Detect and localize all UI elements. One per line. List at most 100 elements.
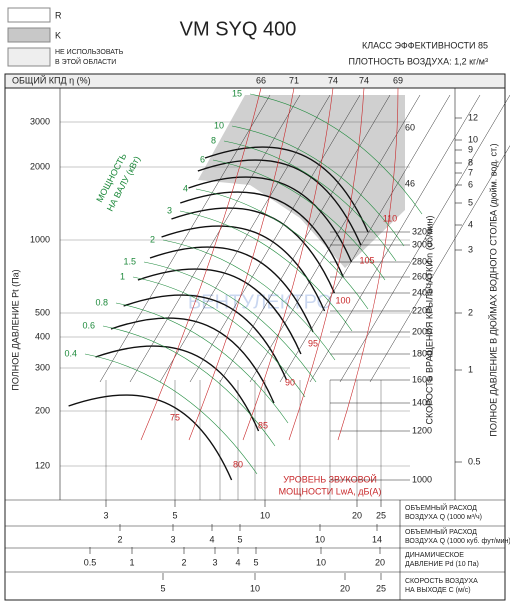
efficiency-curve <box>140 87 262 441</box>
inch-label: ПОЛНОЕ ДАВЛЕНИЕ В ДЮЙМАХ ВОДНОГО СТОЛБА … <box>487 143 498 436</box>
system-line <box>159 94 331 383</box>
fan-curve <box>68 394 233 481</box>
inch-tick: 0.5 <box>468 456 481 466</box>
rpm-tick: 1200 <box>412 425 432 435</box>
fan-curve <box>204 146 369 233</box>
pressure-tick: 120 <box>35 460 50 470</box>
scale-label: НА ВЫХОДЕ C (м/с) <box>405 587 471 594</box>
scale-tick: 10 <box>250 583 260 593</box>
scale-label: СКОРОСТЬ ВОЗДУХА <box>405 578 478 585</box>
power-line <box>162 239 336 361</box>
rpm-tick: 2200 <box>412 305 432 315</box>
scale-tick: 20 <box>375 557 385 567</box>
scale-tick: 25 <box>376 583 386 593</box>
rpm-tick: 1800 <box>412 348 432 358</box>
scale-label: ДАВЛЕНИЕ Pd (10 Па) <box>405 561 479 568</box>
efficiency-tick: 74 <box>328 75 338 85</box>
scale-tick: 2 <box>117 534 122 544</box>
watermark: ВЕНТУЛЕКТРО <box>188 291 332 313</box>
scale-tick: 5 <box>237 534 242 544</box>
power-line <box>231 125 405 247</box>
sound-tick: 110 <box>383 213 397 223</box>
scale-label: ВОЗДУХА Q (1000 куб. фут/мин) <box>405 537 510 545</box>
system-line <box>369 145 510 383</box>
fan-curve <box>188 176 353 263</box>
legend-forbidden: НЕ ИСПОЛЬЗОВАТЬ <box>55 49 124 56</box>
rpm-tick: 2800 <box>412 256 432 266</box>
power-tick: 15 <box>232 88 242 98</box>
pressure-tick: 500 <box>35 307 50 317</box>
blade-angle: 46 <box>405 178 415 188</box>
rpm-tick: 1000 <box>412 474 432 484</box>
inch-tick: 12 <box>468 112 478 122</box>
power-line <box>223 140 397 262</box>
inch-tick: 5 <box>468 197 473 207</box>
fan-curve <box>137 268 302 355</box>
efficiency-curve <box>242 87 334 441</box>
scale-tick: 5 <box>172 510 177 520</box>
power-line <box>115 302 289 424</box>
rpm-tick: 3000 <box>412 239 432 249</box>
power-tick: 0.4 <box>64 348 77 358</box>
fan-curve <box>149 246 314 333</box>
legend-box-forbidden <box>7 47 51 67</box>
power-line <box>84 353 258 475</box>
scale-tick: 4 <box>209 534 214 544</box>
power-tick: 10 <box>214 120 224 130</box>
scale-tick: 0.5 <box>84 557 97 567</box>
power-tick: 0.8 <box>95 297 108 307</box>
rpm-tick: 1400 <box>412 397 432 407</box>
fan-curve <box>197 159 362 246</box>
fan-curve <box>180 191 344 278</box>
inch-tick: 3 <box>468 244 473 254</box>
sound-tick: 105 <box>359 255 374 265</box>
pressure-tick: 200 <box>35 405 50 415</box>
system-line <box>309 94 481 383</box>
scale-label: ОБЪЕМНЫЙ РАСХОД <box>405 503 477 512</box>
legend-k: K <box>55 30 61 40</box>
power-tick: 0.6 <box>82 320 95 330</box>
sound-tick: 85 <box>258 420 268 430</box>
scale-label: ОБЪЕМНЫЙ РАСХОД <box>405 527 477 536</box>
inch-tick: 2 <box>468 307 473 317</box>
scale-tick: 25 <box>376 510 386 520</box>
title: VM SYQ 400 <box>180 18 297 40</box>
plot-frame <box>4 87 506 601</box>
pressure-tick: 3000 <box>30 116 50 126</box>
efficiency-tick: 71 <box>289 75 299 85</box>
power-tick: 2 <box>150 234 155 244</box>
sound-tick: 100 <box>335 295 350 305</box>
forbidden-zone <box>198 95 405 268</box>
legend-box-r <box>7 7 51 23</box>
blade-angle: 60 <box>405 122 415 132</box>
power-tick: 6 <box>200 154 205 164</box>
inch-tick: 9 <box>468 144 473 154</box>
system-line <box>189 94 361 383</box>
power-tick: 1.5 <box>123 256 136 266</box>
efficiency-tick: 74 <box>359 75 369 85</box>
rpm-tick: 2000 <box>412 326 432 336</box>
pressure-tick: 2000 <box>30 161 50 171</box>
inch-tick: 7 <box>468 167 473 177</box>
legend-r: R <box>55 10 62 20</box>
scale-tick: 10 <box>315 534 325 544</box>
scale-tick: 3 <box>212 557 217 567</box>
rpm-label: СКОРОСТЬ ВРАЩЕНИЯ КРЫЛЬЧАТКИ n (об/мин) <box>424 215 434 424</box>
power-tick: 3 <box>167 205 172 215</box>
fan-curve <box>171 207 336 294</box>
system-line <box>249 94 421 383</box>
scale-tick: 20 <box>340 583 350 593</box>
fan-curve <box>110 317 275 404</box>
scale-tick: 5 <box>160 583 165 593</box>
system-line <box>99 94 271 383</box>
power-line <box>249 93 423 215</box>
power-tick: 1 <box>120 271 125 281</box>
sound-tick: 75 <box>170 412 180 422</box>
power-line <box>195 188 369 310</box>
pressure-tick: 1000 <box>30 234 50 244</box>
fan-curve <box>161 225 326 312</box>
efficiency-label: ОБЩИЙ КПД η (%) <box>12 74 91 85</box>
scale-tick: 4 <box>235 557 240 567</box>
sound-tick: 80 <box>233 459 243 469</box>
